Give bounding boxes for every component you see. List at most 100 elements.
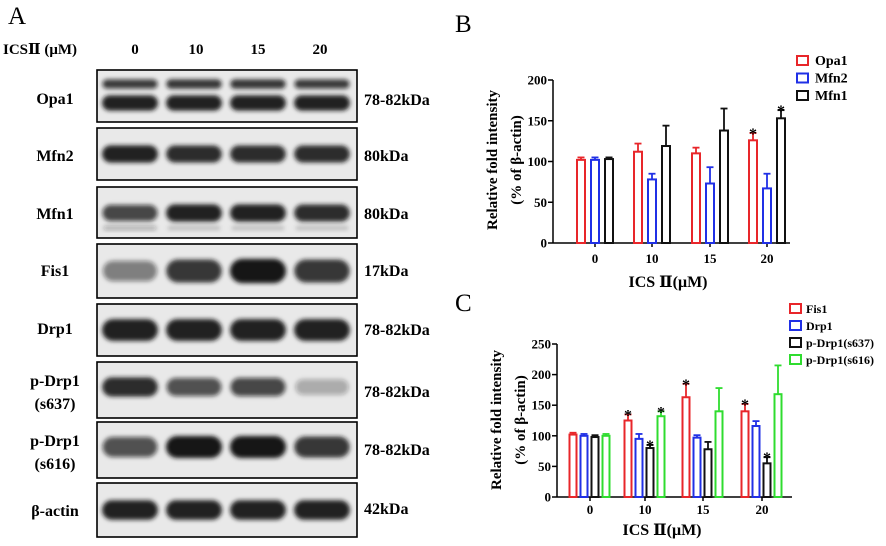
blot-band bbox=[294, 204, 350, 222]
blot-band bbox=[166, 319, 222, 341]
bar bbox=[691, 152, 701, 245]
blot-row-p-drp1-s616: p-Drp1 (s616) 78-82kDa bbox=[30, 421, 430, 479]
bar-chart-fusion-proteins: 0 50 100 150 200 0 10 15 20 * * ICS Ⅱ(μM) Relative f… bbox=[485, 54, 848, 291]
blot-band bbox=[230, 436, 286, 458]
y-tick-label: 50 bbox=[538, 459, 551, 474]
x-tick-label: 0 bbox=[587, 502, 594, 517]
legend-swatch bbox=[796, 90, 809, 101]
blot-band bbox=[166, 436, 222, 458]
bar bbox=[634, 437, 644, 498]
blot-bands bbox=[103, 258, 350, 284]
blot-band bbox=[295, 379, 349, 395]
y-tick-label: 150 bbox=[532, 398, 552, 413]
blot-bands bbox=[102, 436, 350, 458]
molecular-weight-label: 78-82kDa bbox=[364, 442, 430, 459]
blot-band bbox=[294, 79, 350, 89]
bar bbox=[776, 117, 786, 244]
lane-label-0: 0 bbox=[131, 42, 139, 58]
blot-band bbox=[230, 79, 286, 89]
blot-bands bbox=[102, 145, 350, 163]
legend-swatch bbox=[789, 354, 802, 365]
significance-marker: * bbox=[682, 377, 690, 394]
protein-label: Opa1 bbox=[36, 91, 73, 108]
bar bbox=[590, 158, 600, 244]
y-tick-label: 250 bbox=[532, 337, 552, 352]
blot-band bbox=[166, 500, 222, 520]
blot-bands bbox=[102, 319, 350, 341]
blot-band bbox=[230, 145, 286, 163]
y-tick-label: 100 bbox=[532, 428, 552, 443]
blot-band bbox=[294, 500, 350, 520]
blot-band bbox=[102, 319, 158, 341]
y-tick-label: 150 bbox=[528, 113, 548, 128]
blot-band bbox=[102, 145, 158, 163]
blot-row-beta-actin: β-actin 42kDa bbox=[31, 482, 408, 538]
legend-swatch bbox=[796, 55, 809, 66]
y-tick-label: 50 bbox=[534, 195, 547, 210]
blot-band bbox=[230, 500, 286, 520]
blot-band bbox=[102, 377, 158, 397]
x-tick-label: 20 bbox=[756, 502, 769, 517]
protein-label: p-Drp1 bbox=[30, 433, 80, 450]
legend-label: Fis1 bbox=[806, 302, 827, 316]
blot-band bbox=[166, 145, 222, 163]
western-blot-panel: A ICSⅡ (μM) 0 10 15 20 Opa1 78-82kDa Mfn… bbox=[3, 3, 430, 538]
legend-swatch bbox=[796, 72, 809, 84]
legend-swatch bbox=[789, 303, 802, 314]
y-tick-label: 0 bbox=[541, 236, 548, 251]
legend-label: Drp1 bbox=[806, 319, 833, 333]
blot-band bbox=[230, 258, 286, 284]
blot-band bbox=[166, 259, 222, 283]
x-tick-label: 10 bbox=[639, 502, 652, 517]
blot-bands bbox=[102, 500, 350, 520]
panel-label-a: A bbox=[8, 3, 26, 30]
y-axis-label: Relative fold intensity bbox=[485, 90, 501, 230]
bar bbox=[601, 434, 611, 498]
blot-band bbox=[294, 145, 350, 163]
blot-band bbox=[103, 225, 157, 231]
bar bbox=[579, 434, 589, 498]
bar bbox=[623, 419, 633, 498]
significance-marker: * bbox=[749, 126, 757, 143]
bar bbox=[719, 129, 729, 244]
blot-band bbox=[103, 260, 157, 282]
legend-swatch bbox=[789, 320, 802, 331]
blot-band bbox=[102, 437, 158, 457]
y-axis-label: (% of β-actin) bbox=[513, 375, 529, 465]
y-tick-label: 200 bbox=[532, 367, 552, 382]
legend-label: p-Drp1(s616) bbox=[806, 353, 874, 367]
molecular-weight-label: 42kDa bbox=[364, 501, 408, 518]
blot-band bbox=[294, 319, 350, 341]
protein-label: Mfn1 bbox=[36, 206, 73, 223]
y-tick-label: 100 bbox=[528, 154, 548, 169]
blot-row-fis1: Fis1 17kDa bbox=[41, 243, 408, 299]
protein-label: β-actin bbox=[31, 503, 79, 520]
bar bbox=[576, 158, 586, 244]
blot-band bbox=[102, 95, 158, 111]
bar bbox=[661, 145, 671, 244]
x-tick-label: 15 bbox=[697, 502, 711, 517]
significance-marker: * bbox=[646, 438, 654, 455]
panel-label-b: B bbox=[455, 11, 472, 38]
blot-band bbox=[294, 95, 350, 111]
panel-label-c: C bbox=[455, 290, 472, 317]
bar bbox=[773, 393, 783, 498]
blot-band bbox=[102, 204, 158, 222]
bar bbox=[656, 415, 666, 498]
blot-band bbox=[295, 225, 349, 231]
significance-marker: * bbox=[657, 404, 665, 421]
blot-bands bbox=[102, 79, 350, 111]
bar bbox=[681, 396, 691, 498]
bar bbox=[590, 436, 600, 498]
bar bbox=[705, 182, 715, 245]
blot-band bbox=[102, 500, 158, 520]
bar bbox=[762, 462, 772, 498]
molecular-weight-label: 78-82kDa bbox=[364, 322, 430, 339]
molecular-weight-label: 78-82kDa bbox=[364, 92, 430, 109]
bar bbox=[740, 410, 750, 499]
y-axis-label: Relative fold intensity bbox=[489, 350, 505, 490]
bar bbox=[645, 447, 655, 499]
legend-label: Mfn2 bbox=[815, 72, 848, 87]
blot-band bbox=[230, 319, 286, 341]
